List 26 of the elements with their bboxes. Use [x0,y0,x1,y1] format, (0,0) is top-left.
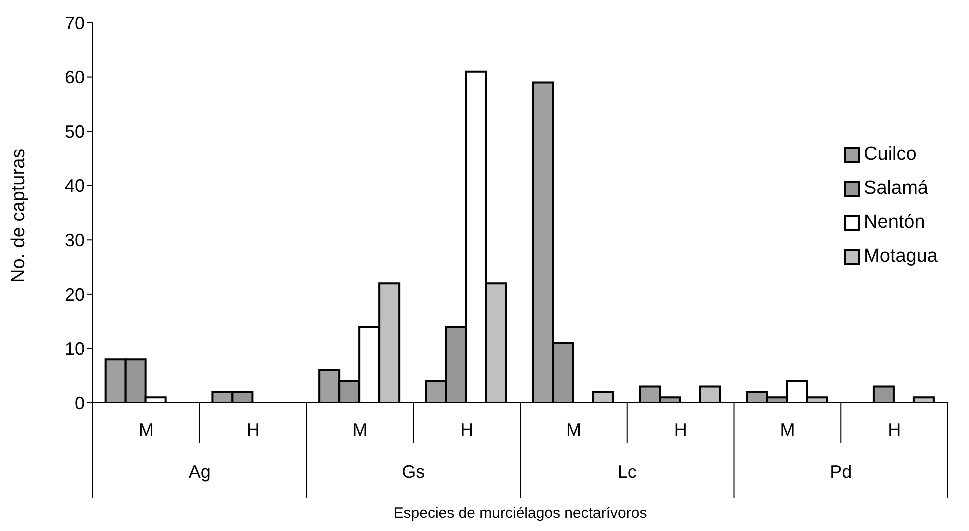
text: Gs [402,462,426,482]
y-tick-label: 10 [64,339,85,360]
x-tick-label: M [138,420,154,440]
x-tick-label: H [674,420,688,440]
x-tick-label: M [780,420,796,440]
text: Pd [830,462,852,482]
legend-label: Nentón [864,212,926,234]
y-tick-label: 40 [64,176,85,196]
y-tick-label: 60 [64,68,85,88]
x-tick-label: M [352,420,368,440]
legend-label: Salamá [864,178,928,200]
y-tick-label: 20 [64,284,85,305]
x-tick-label: H [888,420,902,440]
y-axis-title: No. de capturas [8,148,30,283]
legend-label: Cuilco [864,144,917,166]
x-tick-label: M [566,420,582,440]
legend-label: Motagua [864,246,938,268]
y-tick-label: 0 [74,393,85,414]
text: Lc [618,462,637,482]
x-tick-label: H [246,420,260,440]
text: Ag [188,462,211,482]
x-tick-label: H [460,420,474,440]
y-tick-label: 30 [64,230,85,251]
y-tick-label: 70 [64,13,85,34]
x-axis-title: Especies de murciélagos nectarívoros [394,505,648,522]
y-tick-label: 50 [64,122,85,142]
